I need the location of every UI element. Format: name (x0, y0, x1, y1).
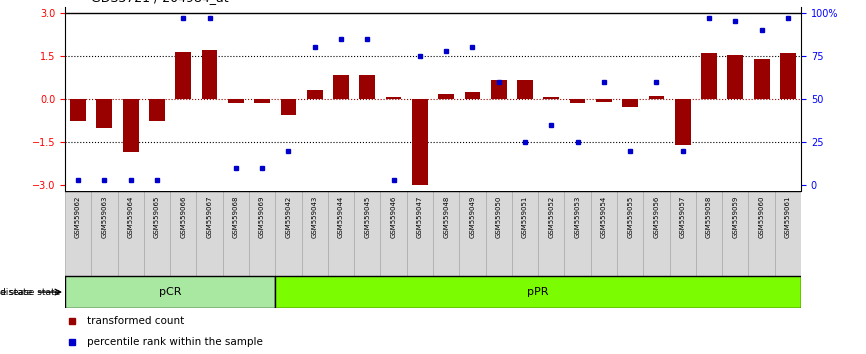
Bar (70, 99, 86, 121)
Bar (91, 191, 118, 276)
Bar (459, 191, 486, 276)
Bar (675, 99, 691, 145)
Bar (385, 97, 402, 99)
Bar (433, 191, 459, 276)
Text: GSM559051: GSM559051 (522, 195, 528, 238)
Text: GSM559052: GSM559052 (548, 195, 554, 238)
Bar (281, 99, 296, 115)
Text: GSM559048: GSM559048 (443, 195, 449, 238)
Text: GSM559047: GSM559047 (417, 195, 423, 238)
Bar (380, 191, 407, 276)
Text: transformed count: transformed count (87, 316, 184, 326)
Text: GSM559053: GSM559053 (575, 195, 580, 238)
Text: GSM559054: GSM559054 (601, 195, 607, 238)
Bar (538, 191, 565, 276)
Text: GSM559045: GSM559045 (365, 195, 371, 238)
Bar (407, 191, 433, 276)
Bar (722, 191, 748, 276)
Text: GSM559057: GSM559057 (680, 195, 686, 238)
Text: GDS3721 / 204984_at: GDS3721 / 204984_at (91, 0, 229, 4)
Bar (301, 191, 328, 276)
Bar (565, 191, 591, 276)
Text: GSM559046: GSM559046 (391, 195, 397, 238)
Text: GSM559049: GSM559049 (469, 195, 475, 238)
Bar (753, 59, 770, 99)
Bar (570, 99, 585, 103)
Text: GSM559067: GSM559067 (207, 195, 212, 238)
Bar (544, 97, 559, 99)
Bar (780, 53, 796, 99)
Bar (307, 91, 322, 99)
Bar (775, 191, 801, 276)
Bar (202, 50, 217, 99)
Bar (144, 191, 170, 276)
Bar (249, 191, 275, 276)
Bar (65, 191, 91, 276)
Bar (617, 191, 643, 276)
Bar (328, 191, 354, 276)
Bar (228, 99, 243, 103)
Bar (170, 191, 197, 276)
Bar (275, 191, 301, 276)
Text: GSM559059: GSM559059 (733, 195, 739, 238)
Bar (175, 52, 191, 99)
Bar (412, 99, 428, 185)
Text: GSM559060: GSM559060 (759, 195, 765, 238)
Bar (669, 191, 696, 276)
Text: GSM559042: GSM559042 (286, 195, 291, 238)
Bar (123, 99, 139, 152)
Bar (118, 191, 144, 276)
Text: GSM559062: GSM559062 (75, 195, 81, 238)
Bar (643, 191, 669, 276)
Bar (359, 75, 375, 99)
Bar (223, 191, 249, 276)
Text: GSM559065: GSM559065 (154, 195, 160, 238)
Text: GSM559043: GSM559043 (312, 195, 318, 238)
Bar (701, 53, 717, 99)
Text: GSM559068: GSM559068 (233, 195, 239, 238)
Text: GSM559066: GSM559066 (180, 195, 186, 238)
Text: GSM559064: GSM559064 (127, 195, 133, 238)
Bar (96, 99, 113, 128)
Bar (512, 191, 538, 276)
Bar (623, 99, 638, 107)
Text: GSM559063: GSM559063 (101, 195, 107, 238)
Bar (255, 99, 270, 103)
Text: GSM559055: GSM559055 (627, 195, 633, 238)
Text: GSM559061: GSM559061 (785, 195, 791, 238)
Text: GSM559050: GSM559050 (495, 195, 501, 238)
Text: disease state: disease state (0, 287, 33, 297)
Text: percentile rank within the sample: percentile rank within the sample (87, 337, 263, 348)
Text: GSM559044: GSM559044 (338, 195, 344, 238)
Bar (591, 191, 617, 276)
Bar (596, 99, 611, 102)
Bar (464, 92, 481, 99)
Text: GSM559058: GSM559058 (706, 195, 712, 238)
Bar (197, 191, 223, 276)
Bar (727, 55, 743, 99)
Text: GSM559056: GSM559056 (654, 195, 659, 238)
Text: disease state: disease state (0, 287, 61, 297)
Bar (748, 191, 775, 276)
Bar (517, 80, 533, 99)
Text: pPR: pPR (527, 287, 549, 297)
Bar (149, 99, 165, 121)
Bar (491, 80, 507, 99)
Bar (354, 191, 380, 276)
Bar (696, 191, 722, 276)
Bar (275, 276, 801, 308)
Bar (65, 276, 275, 308)
Text: GSM559069: GSM559069 (259, 195, 265, 238)
Bar (649, 96, 664, 99)
Bar (333, 75, 349, 99)
Bar (486, 191, 512, 276)
Bar (438, 94, 454, 99)
Text: pCR: pCR (158, 287, 181, 297)
